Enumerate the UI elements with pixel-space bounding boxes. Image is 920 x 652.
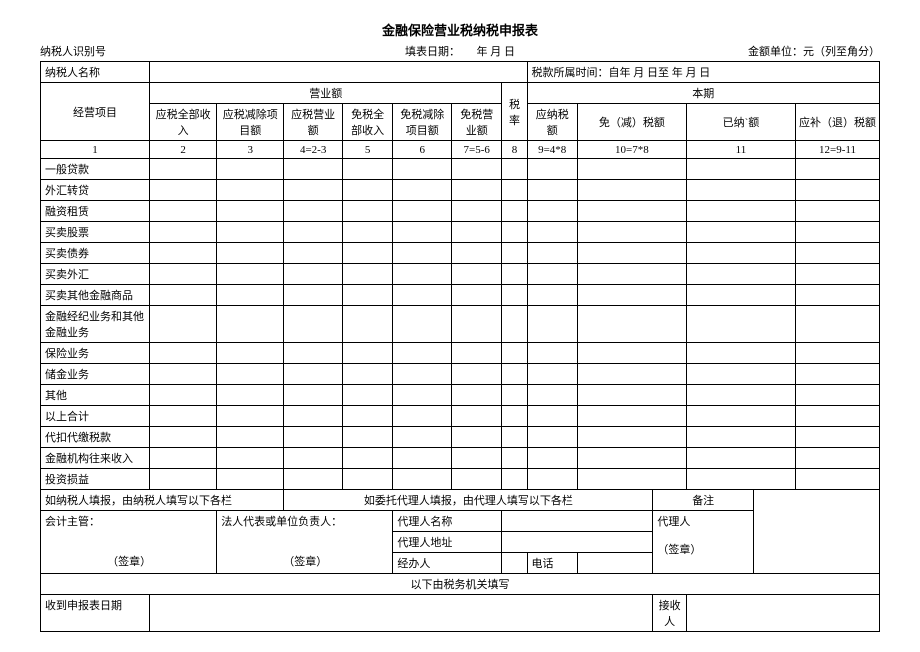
col5: 免税全部收入: [343, 104, 393, 141]
col-tax-rate: 税率: [502, 83, 527, 141]
col12: 应补（退）税额: [795, 104, 879, 141]
taxpayer-name-label: 纳税人名称: [41, 62, 150, 83]
receive-row: 收到申报表日期 接收人: [41, 595, 880, 632]
data-row: 金融机构往来收入: [41, 448, 880, 469]
col3: 应税减除项目额: [217, 104, 284, 141]
data-row: 买卖股票: [41, 222, 880, 243]
col11: 已纳`额: [686, 104, 795, 141]
header-row-2: 应税全部收入 应税减除项目额 应税营业额 免税全部收入 免税减除项目额 免税营业…: [41, 104, 880, 141]
col-business-item: 经营项目: [41, 83, 150, 141]
taxpayer-name-row: 纳税人名称 税款所属时间：自年 月 日至 年 月 日: [41, 62, 880, 83]
tax-office-row: 以下由税务机关填写: [41, 574, 880, 595]
data-row: 投资损益: [41, 469, 880, 490]
data-row: 代扣代缴税款: [41, 427, 880, 448]
col7: 免税营业额: [452, 104, 502, 141]
col-current-period: 本期: [527, 83, 879, 104]
header-row: 纳税人识别号 填表日期： 年 月 日 金额单位：元（列至角分）: [40, 43, 880, 59]
unit-label: 金额单位：元（列至角分）: [600, 43, 880, 59]
col9: 应纳税额: [527, 104, 577, 141]
fill-date: 填表日期： 年 月 日: [320, 43, 600, 59]
form-title: 金融保险营业税纳税申报表: [40, 20, 880, 39]
col-revenue: 营业额: [150, 83, 502, 104]
data-row: 买卖其他金融商品: [41, 285, 880, 306]
data-row: 买卖债券: [41, 243, 880, 264]
col-number-row: 1234=2-3567=5-689=4*810=7*81112=9-11: [41, 141, 880, 159]
data-row: 其他: [41, 385, 880, 406]
col4: 应税营业额: [284, 104, 343, 141]
col6: 免税减除项目额: [393, 104, 452, 141]
col2: 应税全部收入: [150, 104, 217, 141]
data-row: 一般贷款: [41, 159, 880, 180]
header-row-1: 经营项目 营业额 税率 本期: [41, 83, 880, 104]
data-row: 储金业务: [41, 364, 880, 385]
data-row: 保险业务: [41, 343, 880, 364]
main-table: 纳税人名称 税款所属时间：自年 月 日至 年 月 日 经营项目 营业额 税率 本…: [40, 61, 880, 632]
taxpayer-id-label: 纳税人识别号: [40, 43, 320, 59]
data-row: 金融经纪业务和其他金融业务: [41, 306, 880, 343]
data-row: 外汇转贷: [41, 180, 880, 201]
data-row: 以上合计: [41, 406, 880, 427]
col10: 免（减）税额: [577, 104, 686, 141]
data-row: 融资租赁: [41, 201, 880, 222]
data-row: 买卖外汇: [41, 264, 880, 285]
tax-period-label: 税款所属时间：自年 月 日至 年 月 日: [527, 62, 879, 83]
footer-section-labels: 如纳税人填报，由纳税人填写以下各栏 如委托代理人填报，由代理人填写以下各栏 备注: [41, 490, 880, 511]
